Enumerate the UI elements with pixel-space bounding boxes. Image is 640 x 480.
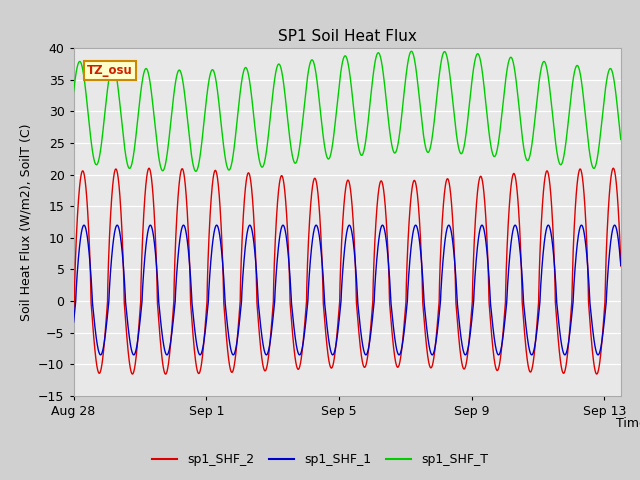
X-axis label: Time: Time — [616, 417, 640, 430]
Legend: sp1_SHF_2, sp1_SHF_1, sp1_SHF_T: sp1_SHF_2, sp1_SHF_1, sp1_SHF_T — [147, 448, 493, 471]
Y-axis label: Soil Heat Flux (W/m2), SoilT (C): Soil Heat Flux (W/m2), SoilT (C) — [20, 123, 33, 321]
Title: SP1 Soil Heat Flux: SP1 Soil Heat Flux — [278, 29, 417, 44]
Text: TZ_osu: TZ_osu — [87, 64, 133, 77]
